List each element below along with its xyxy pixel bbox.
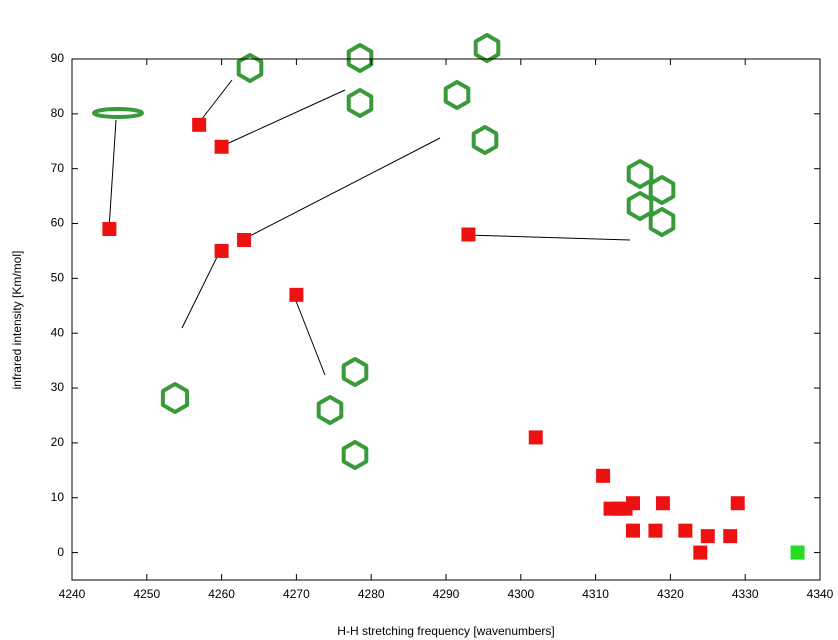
y-tick-label: 30 xyxy=(51,380,65,394)
point xyxy=(791,546,805,560)
leader-line xyxy=(294,296,325,375)
molecule-ring xyxy=(474,127,497,153)
molecule-decorations xyxy=(94,35,673,468)
molecule-ring xyxy=(446,82,469,108)
x-tick-label: 4300 xyxy=(507,587,534,601)
leader-line xyxy=(466,235,630,240)
y-tick-label: 50 xyxy=(51,271,65,285)
point xyxy=(461,227,475,241)
x-tick-label: 4270 xyxy=(283,587,310,601)
molecule-ring xyxy=(629,193,652,219)
leader-line xyxy=(220,90,345,147)
molecule-ring xyxy=(344,442,367,468)
molecule-ring xyxy=(629,161,652,187)
x-tick-label: 4260 xyxy=(208,587,235,601)
chart: H-H stretching frequency [wavenumbers] i… xyxy=(0,0,838,640)
molecule-ring xyxy=(349,90,372,116)
y-axis-label: infrared intensity [Km/mol] xyxy=(10,251,24,390)
y-tick-label: 70 xyxy=(51,161,65,175)
y-tick-label: 0 xyxy=(57,545,64,559)
point xyxy=(215,244,229,258)
point xyxy=(693,546,707,560)
point xyxy=(656,496,670,510)
molecule xyxy=(94,109,142,117)
y-tick-label: 10 xyxy=(51,490,65,504)
molecule-ring xyxy=(349,45,372,71)
point xyxy=(215,140,229,154)
x-tick-label: 4310 xyxy=(582,587,609,601)
point xyxy=(192,118,206,132)
y-tick-label: 80 xyxy=(51,106,65,120)
molecule-ring xyxy=(476,35,499,61)
x-tick-label: 4340 xyxy=(807,587,834,601)
y-tick-label: 20 xyxy=(51,435,65,449)
x-tick-label: 4320 xyxy=(657,587,684,601)
leader-line xyxy=(182,251,220,328)
x-tick-label: 4240 xyxy=(59,587,86,601)
point xyxy=(701,529,715,543)
point xyxy=(102,222,116,236)
point xyxy=(596,469,610,483)
point xyxy=(626,524,640,538)
point xyxy=(723,529,737,543)
leader-line xyxy=(109,120,116,229)
point xyxy=(289,288,303,302)
y-tick-label: 60 xyxy=(51,216,65,230)
point xyxy=(626,496,640,510)
x-tick-label: 4330 xyxy=(732,587,759,601)
leader-line xyxy=(242,138,440,240)
x-axis-label: H-H stretching frequency [wavenumbers] xyxy=(337,624,554,638)
molecule-ring xyxy=(651,177,674,203)
x-tick-label: 4280 xyxy=(358,587,385,601)
x-tick-label: 4290 xyxy=(433,587,460,601)
point xyxy=(648,524,662,538)
plot-frame xyxy=(72,59,820,580)
molecule-ring xyxy=(651,209,674,235)
point xyxy=(731,496,745,510)
y-tick-label: 90 xyxy=(51,51,65,65)
y-tick-label: 40 xyxy=(51,325,65,339)
point xyxy=(237,233,251,247)
x-tick-label: 4250 xyxy=(133,587,160,601)
leader-line xyxy=(198,80,232,124)
molecule-ring xyxy=(163,384,187,412)
molecule-ring xyxy=(344,359,367,385)
point xyxy=(529,430,543,444)
point xyxy=(678,524,692,538)
molecule-ring xyxy=(319,397,342,423)
